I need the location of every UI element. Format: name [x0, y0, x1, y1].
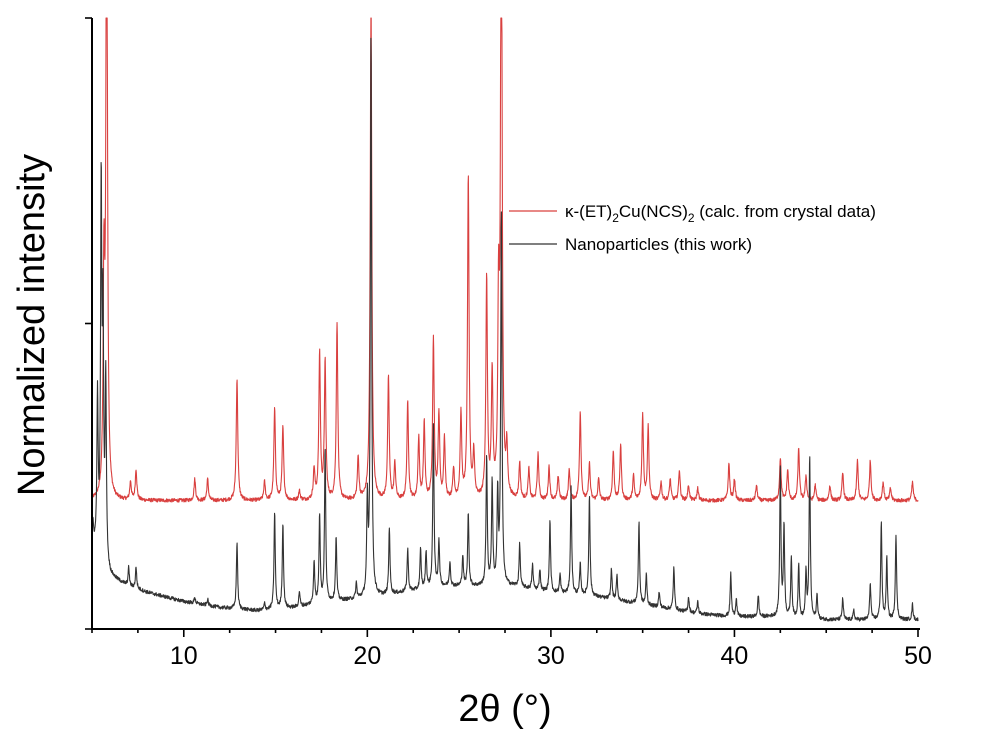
series-layer: [91, 17, 919, 622]
legend-label-calc: κ-(ET)2Cu(NCS)2 (calc. from crystal data…: [565, 202, 876, 225]
axes-layer: [91, 18, 920, 630]
legend: κ-(ET)2Cu(NCS)2 (calc. from crystal data…: [509, 202, 876, 254]
ticks-layer: 10 20 30 40 50: [85, 17, 932, 670]
series-line-calc: [91, 17, 919, 503]
x-tick-label: 40: [721, 642, 749, 670]
x-tick-label: 30: [537, 642, 565, 670]
x-tick-label: 10: [170, 642, 198, 670]
legend-label-nanoparticles: Nanoparticles (this work): [565, 235, 752, 254]
x-tick-label: 50: [904, 642, 932, 670]
x-axis-title: 2θ (°): [458, 688, 551, 729]
y-axis-title: Normalized intensity: [11, 154, 53, 496]
x-tick-label: 20: [353, 642, 381, 670]
series-line-nanoparticles: [91, 37, 919, 622]
